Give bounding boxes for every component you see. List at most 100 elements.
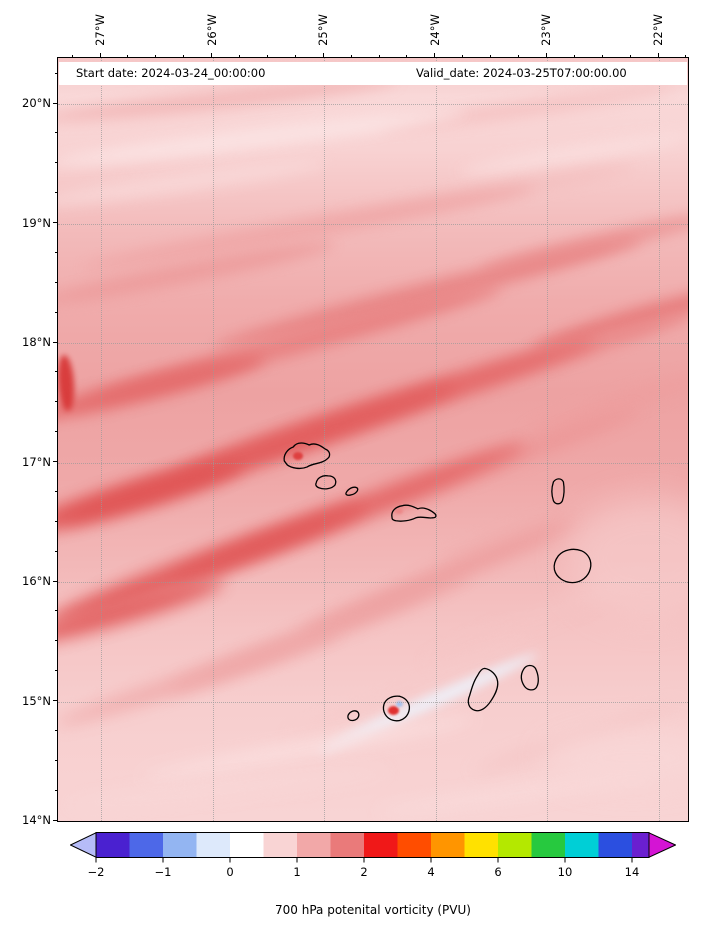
island-outline-sao-vicente [315,475,337,490]
colorbar-over-segment [632,832,649,858]
y-tick-label: 14°N [22,813,51,827]
x-tick [322,52,324,57]
y-minor-tick [54,431,57,433]
x-minor-tick [490,54,492,57]
x-tick [99,52,101,57]
colorbar-segment [397,832,432,858]
grid-lines [58,58,688,821]
x-minor-tick [518,54,519,57]
island-outline-santo-antao [283,442,331,470]
colorbar-tick-label: 0 [226,865,234,879]
y-minor-tick [54,490,57,492]
grid-line-horizontal [58,701,688,703]
x-minor-tick [462,54,464,57]
grid-line-horizontal [58,582,688,583]
x-minor-tick [155,54,157,57]
y-minor-tick [54,640,57,642]
x-tick-label: 26°W [204,14,219,46]
colorbar-tick-label: 1 [293,865,301,879]
x-tick-label: 22°W [651,14,665,46]
colorbar-tick-label: 2 [360,865,368,879]
x-minor-tick [629,54,631,57]
x-minor-tick [239,54,240,57]
colorbar-tick-label: −2 [87,865,105,879]
grid-line-vertical [435,58,437,821]
y-minor-tick [54,192,57,194]
y-tick [52,461,57,462]
colorbar-segment [163,832,198,858]
pv-streak [543,728,688,788]
x-minor-tick [573,54,575,57]
colorbar-segment [531,832,566,858]
colorbar-segment [230,832,265,858]
coastlines-layer [283,442,592,722]
y-tick-label: 15°N [22,693,51,708]
x-tick-label: 24°W [427,14,442,46]
colorbar-segment [431,832,466,858]
colorbar-outline [95,832,650,858]
y-tick [52,341,57,343]
y-minor-tick [54,251,57,253]
header-bar: Start date: 2024-03-24_00:00:00 Valid_da… [59,62,687,85]
pv-streak [568,498,688,618]
island-outline-santiago [467,667,499,712]
y-minor-tick [54,281,57,283]
colorbar-segment [96,832,131,858]
x-minor-tick [294,54,296,57]
y-tick [52,222,57,223]
y-minor-tick [54,729,57,731]
grid-line-vertical [212,58,214,821]
grid-line-horizontal [58,343,688,344]
grid-line-vertical [101,58,102,821]
island-outline-boa-vista [553,548,592,584]
y-minor-tick [54,610,57,612]
colorbar-segment [598,832,633,858]
colorbar-segment [498,832,533,858]
grid-line-vertical [324,58,326,821]
colorbar-segment [565,832,600,858]
y-tick-label: 16°N [22,574,51,588]
y-tick [52,819,57,821]
colorbar-tick-label: 6 [494,865,502,879]
x-minor-tick [127,54,129,57]
y-minor-tick [54,132,57,134]
y-minor-tick [54,550,57,552]
colorbar: −2 −1 0 1 2 4 6 10 14 [69,832,677,882]
x-tick-label: 23°W [539,14,554,46]
grid-line-horizontal [58,104,688,105]
y-tick-label: 19°N [22,215,51,230]
x-minor-tick [350,54,352,57]
colorbar-tick-label: 4 [427,865,435,879]
colorbar-bar [69,832,677,863]
island-outline-sal [551,478,565,505]
x-minor-tick [183,54,185,57]
island-outline-maio [520,664,539,691]
map-plot-area: Start date: 2024-03-24_00:00:00 Valid_da… [57,57,689,822]
y-tick [52,580,57,582]
y-tick [52,102,57,104]
grid-line-vertical [659,58,660,821]
x-minor-tick [406,54,408,57]
pv-field [58,58,688,821]
x-tick [545,52,547,57]
grid-line-horizontal [58,223,688,225]
colorbar-segment [297,832,332,858]
island-outline-fogo [382,695,411,722]
y-minor-tick [54,520,57,522]
colorbar-tick-label: 14 [624,865,640,879]
y-minor-tick [54,789,57,791]
start-date-label: Start date: 2024-03-24_00:00:00 [76,66,266,80]
colorbar-segment [464,832,499,858]
island-outline-brava [347,710,360,722]
pv-streak [395,701,403,707]
y-tick-label: 20°N [22,96,51,110]
colorbar-segment [129,832,164,858]
x-tick [434,52,436,57]
y-minor-tick [54,371,57,373]
pv-streak [395,508,403,514]
grid-line-horizontal [58,462,688,464]
y-minor-tick [54,311,57,313]
y-minor-tick [54,72,57,74]
y-tick-label: 18°N [22,335,51,349]
colorbar-tick-label: 10 [557,865,573,879]
